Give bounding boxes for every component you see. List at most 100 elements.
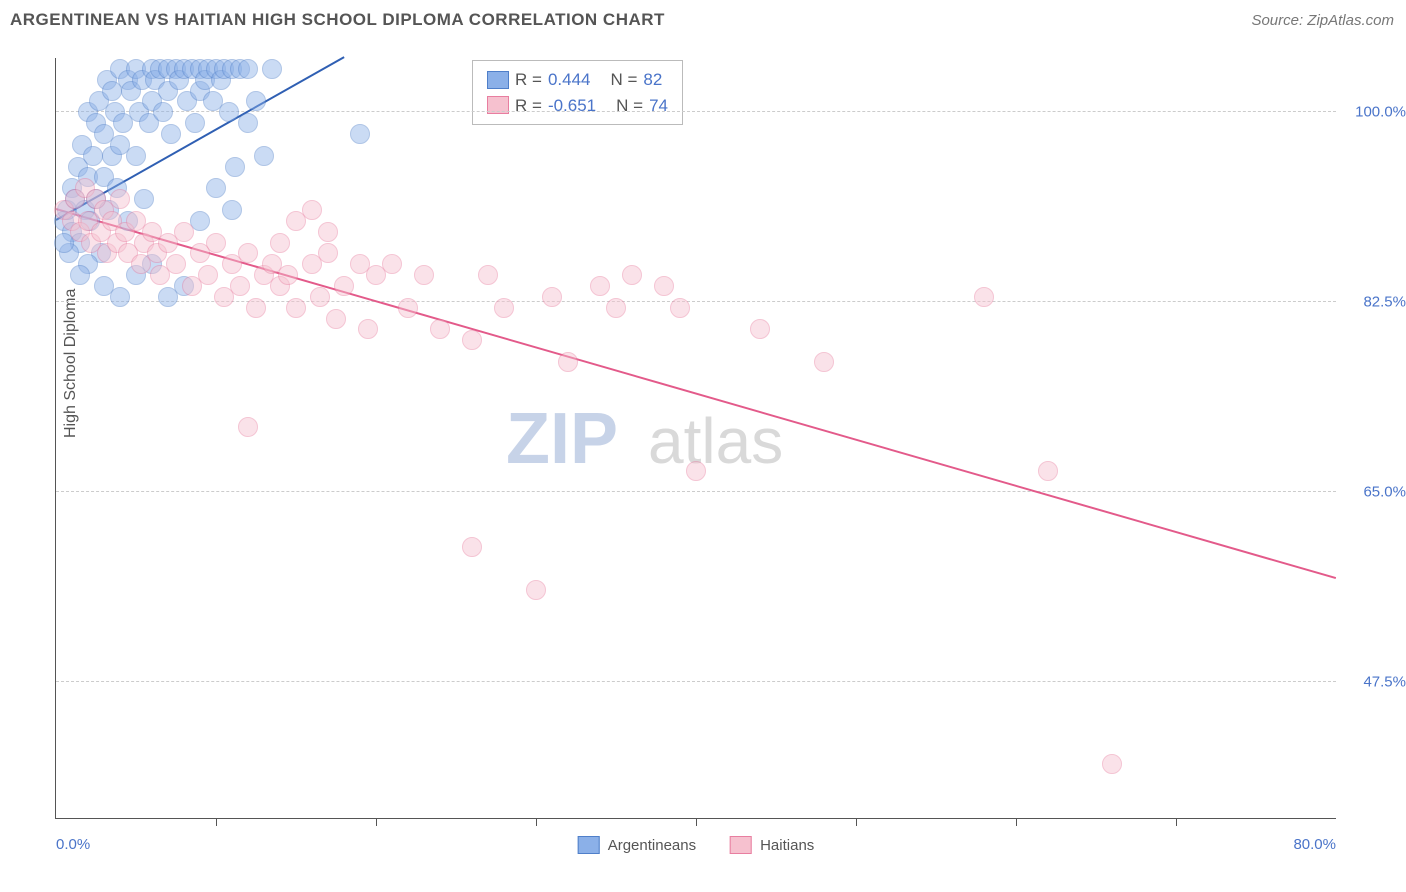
data-point (219, 102, 239, 122)
data-point (590, 276, 610, 296)
data-point (278, 265, 298, 285)
data-point (222, 200, 242, 220)
legend-swatch (487, 71, 509, 89)
data-point (318, 222, 338, 242)
legend-label: Haitians (760, 837, 814, 854)
n-value: 82 (643, 67, 662, 93)
data-point (246, 91, 266, 111)
data-point (238, 417, 258, 437)
data-point (318, 243, 338, 263)
plot-area: ZIP atlas High School Diploma 0.0% 80.0%… (55, 58, 1336, 819)
trend-line (56, 208, 1337, 579)
data-point (238, 113, 258, 133)
watermark-right: atlas (648, 405, 783, 477)
data-point (206, 233, 226, 253)
data-point (326, 309, 346, 329)
data-point (382, 254, 402, 274)
data-point (686, 461, 706, 481)
x-tick (216, 818, 217, 826)
data-point (462, 537, 482, 557)
legend-item: Argentineans (578, 836, 696, 854)
data-point (558, 352, 578, 372)
data-point (494, 298, 514, 318)
stats-row: R =0.444 N =82 (487, 67, 668, 93)
data-point (334, 276, 354, 296)
data-point (606, 298, 626, 318)
data-point (94, 276, 114, 296)
data-point (225, 157, 245, 177)
n-label: N = (610, 67, 637, 93)
data-point (238, 243, 258, 263)
bottom-legend: Argentineans Haitians (578, 836, 815, 854)
n-value: 74 (649, 93, 668, 119)
y-tick-label: 47.5% (1346, 674, 1406, 691)
data-point (185, 113, 205, 133)
r-value: -0.651 (548, 93, 596, 119)
data-point (310, 287, 330, 307)
data-point (134, 189, 154, 209)
data-point (398, 298, 418, 318)
gridline-h (56, 681, 1336, 682)
data-point (198, 265, 218, 285)
y-tick-label: 82.5% (1346, 294, 1406, 311)
data-point (270, 233, 290, 253)
x-min-label: 0.0% (56, 836, 90, 853)
data-point (414, 265, 434, 285)
data-point (153, 102, 173, 122)
source-label: Source: ZipAtlas.com (1251, 12, 1394, 29)
data-point (262, 59, 282, 79)
y-axis-label: High School Diploma (62, 289, 80, 438)
legend-item: Haitians (730, 836, 814, 854)
data-point (70, 265, 90, 285)
stats-legend: R =0.444N =82R =-0.651N =74 (472, 60, 683, 125)
x-max-label: 80.0% (1293, 836, 1336, 853)
data-point (161, 124, 181, 144)
data-point (670, 298, 690, 318)
data-point (478, 265, 498, 285)
legend-label: Argentineans (608, 837, 696, 854)
data-point (814, 352, 834, 372)
data-point (110, 189, 130, 209)
legend-swatch (578, 836, 600, 854)
data-point (166, 254, 186, 274)
y-tick-label: 100.0% (1346, 104, 1406, 121)
data-point (126, 146, 146, 166)
data-point (206, 178, 226, 198)
legend-swatch (730, 836, 752, 854)
x-tick (1016, 818, 1017, 826)
chart-title: ARGENTINEAN VS HAITIAN HIGH SCHOOL DIPLO… (10, 10, 665, 30)
data-point (430, 319, 450, 339)
data-point (358, 319, 378, 339)
data-point (350, 124, 370, 144)
data-point (1102, 754, 1122, 774)
y-tick-label: 65.0% (1346, 484, 1406, 501)
x-tick (856, 818, 857, 826)
r-label: R = (515, 67, 542, 93)
gridline-h (56, 491, 1336, 492)
watermark-left: ZIP (506, 399, 618, 479)
data-point (302, 200, 322, 220)
data-point (174, 222, 194, 242)
data-point (750, 319, 770, 339)
data-point (83, 146, 103, 166)
chart-root: ARGENTINEAN VS HAITIAN HIGH SCHOOL DIPLO… (0, 0, 1406, 892)
n-label: N = (616, 93, 643, 119)
x-tick (696, 818, 697, 826)
data-point (246, 298, 266, 318)
r-value: 0.444 (548, 67, 591, 93)
data-point (462, 330, 482, 350)
r-label: R = (515, 93, 542, 119)
data-point (526, 580, 546, 600)
data-point (622, 265, 642, 285)
data-point (654, 276, 674, 296)
x-tick (1176, 818, 1177, 826)
stats-row: R =-0.651 N =74 (487, 93, 668, 119)
data-point (542, 287, 562, 307)
data-point (230, 276, 250, 296)
x-tick (376, 818, 377, 826)
data-point (1038, 461, 1058, 481)
x-tick (536, 818, 537, 826)
data-point (286, 298, 306, 318)
data-point (974, 287, 994, 307)
data-point (254, 146, 274, 166)
